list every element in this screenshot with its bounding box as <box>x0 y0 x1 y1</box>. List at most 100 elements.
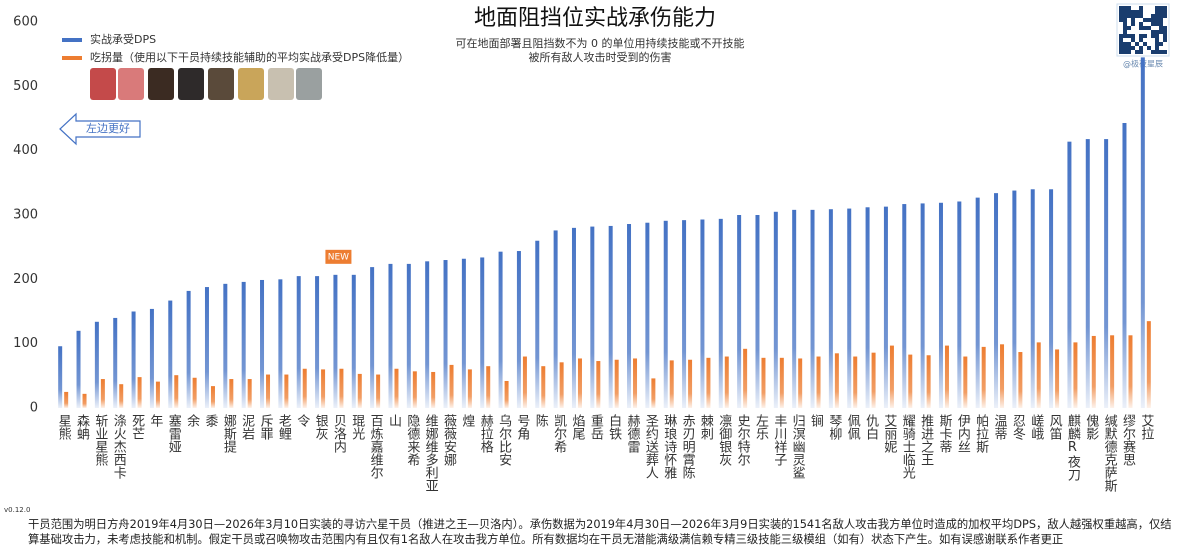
bar <box>1091 335 1096 408</box>
bar <box>1085 139 1090 408</box>
bar <box>229 379 234 408</box>
bar <box>700 219 705 408</box>
x-tick-label: 泥岩 <box>239 414 255 440</box>
bar <box>938 202 943 408</box>
bar <box>260 279 265 408</box>
x-tick-label: 琨光 <box>349 414 365 440</box>
bar <box>743 348 748 408</box>
bar <box>596 361 601 408</box>
qr-code <box>1116 3 1170 57</box>
y-tick-label: 300 <box>13 208 38 223</box>
x-tick-label: 推进之王 <box>918 414 934 466</box>
bar <box>58 346 63 408</box>
bar <box>963 356 968 408</box>
bar <box>828 209 833 408</box>
bar <box>376 374 381 408</box>
x-tick-label: 乌尔比安 <box>496 413 512 466</box>
x-tick-label: 贝洛内 <box>331 414 347 454</box>
bar <box>113 317 118 408</box>
x-tick-label: 陈 <box>533 413 548 427</box>
x-tick-label: 麒麟R夜刀 <box>1065 413 1081 482</box>
bar <box>920 203 925 408</box>
x-tick-label: 令 <box>294 414 310 428</box>
bar <box>449 364 454 408</box>
x-tick-label: 斩业星熊 <box>92 414 108 467</box>
x-tick-label: 森蚺 <box>74 414 90 440</box>
x-tick-label: 涤火杰西卡 <box>111 414 127 479</box>
bar <box>94 321 99 408</box>
bar <box>443 260 448 408</box>
y-tick-label: 100 <box>13 336 38 351</box>
bar <box>975 197 980 408</box>
x-tick-label: 琳琅诗怀雅 <box>661 414 677 479</box>
y-tick-label: 600 <box>13 15 38 30</box>
bar <box>902 204 907 408</box>
bar <box>186 290 191 408</box>
bar <box>174 375 179 408</box>
x-tick-label: 伊内丝 <box>955 414 971 453</box>
x-tick-label: 艾拉 <box>1138 414 1154 440</box>
bar <box>82 393 87 408</box>
x-tick-label: 佩佩 <box>845 414 861 441</box>
bar <box>64 391 69 408</box>
bar <box>718 218 723 408</box>
x-tick-label: 薇薇安娜 <box>441 414 457 466</box>
avatars <box>90 68 322 100</box>
x-tick-label: 嵯峨 <box>1028 414 1044 441</box>
x-tick-label: 忍冬 <box>1010 414 1026 441</box>
bar <box>76 330 81 408</box>
bar <box>302 368 307 408</box>
y-tick-label: 0 <box>30 401 38 416</box>
x-tick-label: 年 <box>147 414 163 427</box>
bar <box>204 287 209 408</box>
x-tick-label: 耀骑士临光 <box>900 414 916 479</box>
bar <box>994 193 999 408</box>
bar <box>425 261 430 408</box>
x-tick-label: 左乐 <box>753 414 769 440</box>
subtitle: 被所有敌人攻击时受到的伤害 <box>529 50 672 64</box>
bar <box>1055 349 1060 408</box>
bar <box>627 224 632 408</box>
bar <box>724 356 729 408</box>
bar <box>761 357 766 408</box>
bar <box>394 368 399 408</box>
bar <box>370 267 375 408</box>
bar <box>339 368 344 408</box>
bar <box>1018 352 1023 408</box>
x-tick-label: 塞雷娅 <box>166 413 182 453</box>
bar <box>957 201 962 408</box>
x-tick-label: 凯尔希 <box>551 414 567 453</box>
bar <box>1000 344 1005 408</box>
x-tick-label: 赤刃明霄陈 <box>680 414 696 479</box>
x-tick-label: 重岳 <box>588 413 604 440</box>
x-tick-label: 银灰 <box>313 414 329 440</box>
chart-title: 地面阻挡位实战承伤能力 <box>474 6 716 31</box>
bar <box>553 230 558 408</box>
bar <box>559 362 564 408</box>
bar <box>467 369 472 408</box>
bar <box>865 207 870 408</box>
x-tick-label: 百炼嘉维尔 <box>368 414 384 479</box>
bar <box>388 263 393 408</box>
x-tick-label: 斥罪 <box>258 414 274 440</box>
bar <box>431 371 436 408</box>
bar <box>486 366 491 408</box>
y-tick-label: 200 <box>13 272 38 287</box>
bar <box>223 283 228 408</box>
bar <box>614 359 619 408</box>
y-tick-label: 500 <box>13 79 38 94</box>
bar <box>669 360 674 408</box>
x-tick-label: 黍 <box>202 414 218 427</box>
bar <box>577 358 582 408</box>
bar <box>834 353 839 408</box>
bar <box>663 220 668 408</box>
bar <box>315 276 320 408</box>
bar <box>1030 189 1035 408</box>
bar <box>480 257 485 408</box>
bar <box>590 226 595 408</box>
subtitle: 可在地面部署且阻挡数不为 0 的单位用持续技能或不开技能 <box>456 36 745 50</box>
x-tick-label: 星熊 <box>56 414 72 441</box>
x-tick-label: 风笛 <box>1047 414 1063 440</box>
bar <box>908 354 913 408</box>
bar <box>1110 335 1115 408</box>
